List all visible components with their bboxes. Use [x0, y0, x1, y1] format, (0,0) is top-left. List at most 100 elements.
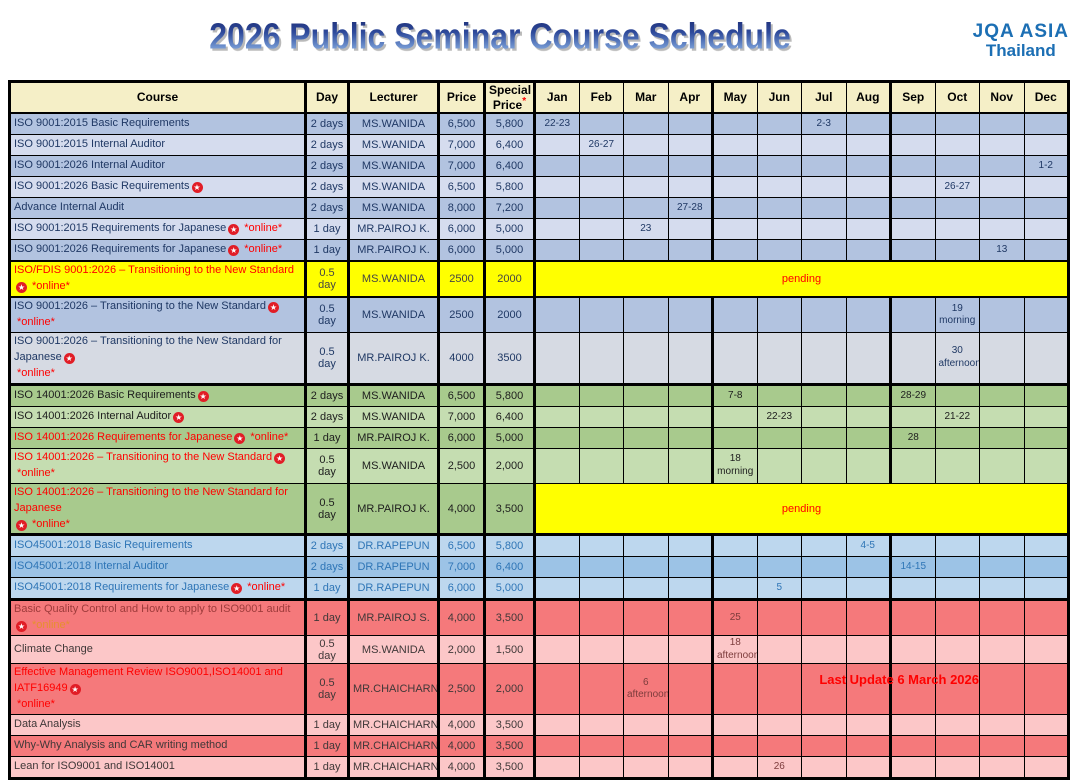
date-cell-jan — [533, 134, 580, 157]
date-cell-mar — [623, 405, 669, 428]
date-cell-aug — [845, 112, 891, 136]
lecturer-cell: DR.RAPEPUN — [347, 533, 439, 558]
lecturer-cell: MS.WANIDA — [347, 134, 439, 157]
star-icon: ★ — [63, 352, 75, 364]
date-cell-oct — [934, 382, 980, 407]
date-cell-aug — [845, 556, 891, 579]
lecturer-cell: MR.PAIROJ S. — [347, 598, 439, 637]
date-cell-aug — [845, 134, 891, 157]
date-cell-mar — [623, 426, 669, 449]
date-cell-oct — [934, 239, 980, 262]
day-cell: 0.5 day — [304, 331, 349, 385]
date-cell-dec — [1023, 197, 1069, 220]
price-cell: 2500 — [437, 296, 485, 333]
date-cell-aug — [845, 447, 891, 484]
lecturer-cell: MS.WANIDA — [347, 405, 439, 428]
date-cell-may — [711, 756, 758, 780]
course-name: ISO 14001:2026 – Transitioning to the Ne… — [14, 485, 288, 514]
special-price-cell: 6,400 — [483, 405, 535, 428]
date-cell-feb — [578, 663, 624, 716]
date-cell-jul — [801, 405, 847, 428]
date-cell-feb — [578, 447, 624, 484]
date-cell-jul — [801, 447, 847, 484]
date-cell-aug — [845, 218, 891, 241]
course-cell: ISO 14001:2026 – Transitioning to the Ne… — [9, 482, 306, 536]
online-label: *online* — [32, 517, 70, 530]
date-cell-jan — [533, 598, 580, 637]
course-cell: ISO 14001:2026 Internal Auditor ★ — [9, 405, 306, 428]
date-cell-oct: 19 morning — [934, 296, 980, 333]
price-cell: 4,000 — [437, 735, 485, 758]
date-cell-apr — [667, 756, 713, 780]
date-cell-jan — [533, 239, 580, 262]
day-cell: 0.5 day — [304, 635, 349, 665]
header-special-price: Special Price* — [483, 81, 535, 115]
special-price-asterisk: * — [522, 95, 527, 107]
date-cell-mar — [623, 296, 669, 333]
course-name: ISO 9001:2026 Internal Auditor — [14, 159, 166, 172]
date-cell-oct: 26-27 — [934, 176, 980, 199]
date-cell-mar — [623, 714, 669, 737]
price-cell: 4,000 — [437, 482, 485, 536]
date-cell-apr — [667, 134, 713, 157]
course-name: Basic Quality Control and How to apply t… — [14, 603, 291, 616]
lecturer-cell: MS.WANIDA — [347, 260, 439, 299]
date-cell-jun — [756, 426, 802, 449]
special-price-cell: 5,800 — [483, 382, 535, 407]
table-row: Effective Management Review ISO9001,ISO1… — [9, 663, 1069, 716]
date-cell-oct — [934, 112, 980, 136]
header-month-apr: Apr — [667, 81, 713, 115]
day-cell: 0.5 day — [304, 482, 349, 536]
date-cell-dec — [1023, 714, 1069, 737]
date-cell-jul — [801, 134, 847, 157]
date-cell-aug — [845, 331, 891, 385]
price-cell: 2500 — [437, 260, 485, 299]
date-cell-feb — [578, 426, 624, 449]
date-cell-jun — [756, 447, 802, 484]
date-cell-nov — [979, 218, 1025, 241]
day-cell: 1 day — [304, 735, 349, 758]
date-cell-apr — [667, 426, 713, 449]
date-cell-dec — [1023, 533, 1069, 558]
date-cell-feb — [578, 239, 624, 262]
date-value: 18 — [729, 453, 741, 465]
date-cell-jun — [756, 197, 802, 220]
date-cell-may — [711, 735, 758, 758]
date-cell-jul — [801, 197, 847, 220]
table-row: ISO 9001:2026 – Transitioning to the New… — [9, 331, 1069, 385]
lecturer-cell: MR.CHAICHARN — [347, 714, 439, 737]
date-cell-oct — [934, 635, 980, 665]
online-label: *online* — [17, 466, 55, 479]
course-cell: ISO 9001:2026 Internal Auditor — [9, 155, 306, 178]
date-cell-jun — [756, 218, 802, 241]
star-icon: ★ — [69, 684, 81, 696]
date-cell-dec — [1023, 756, 1069, 780]
lecturer-cell: MS.WANIDA — [347, 155, 439, 178]
header-month-jan: Jan — [533, 81, 580, 115]
day-cell: 2 days — [304, 197, 349, 220]
day-cell: 2 days — [304, 134, 349, 157]
lecturer-cell: MR.PAIROJ K. — [347, 239, 439, 262]
special-price-cell: 5,800 — [483, 533, 535, 558]
lecturer-cell: MR.CHAICHARN — [347, 756, 439, 780]
date-cell-feb — [578, 331, 624, 385]
price-cell: 4,000 — [437, 756, 485, 780]
date-cell-jan — [533, 756, 580, 780]
online-label: *online* — [17, 366, 55, 379]
date-cell-mar — [623, 134, 669, 157]
date-cell-feb — [578, 218, 624, 241]
date-cell-mar — [623, 598, 669, 637]
date-cell-dec — [1023, 239, 1069, 262]
lecturer-cell: MS.WANIDA — [347, 447, 439, 484]
lecturer-cell: MR.PAIROJ K. — [347, 331, 439, 385]
date-cell-feb — [578, 533, 624, 558]
date-cell-sep — [889, 714, 936, 737]
course-schedule-table: Course Day Lecturer Price Special Price* … — [8, 80, 1070, 780]
price-cell: 7,000 — [437, 405, 485, 428]
date-cell-dec — [1023, 663, 1069, 716]
day-cell: 2 days — [304, 533, 349, 558]
date-cell-jan: 22-23 — [533, 112, 580, 136]
date-cell-apr — [667, 556, 713, 579]
course-name: Climate Change — [14, 642, 93, 655]
date-cell-apr — [667, 218, 713, 241]
